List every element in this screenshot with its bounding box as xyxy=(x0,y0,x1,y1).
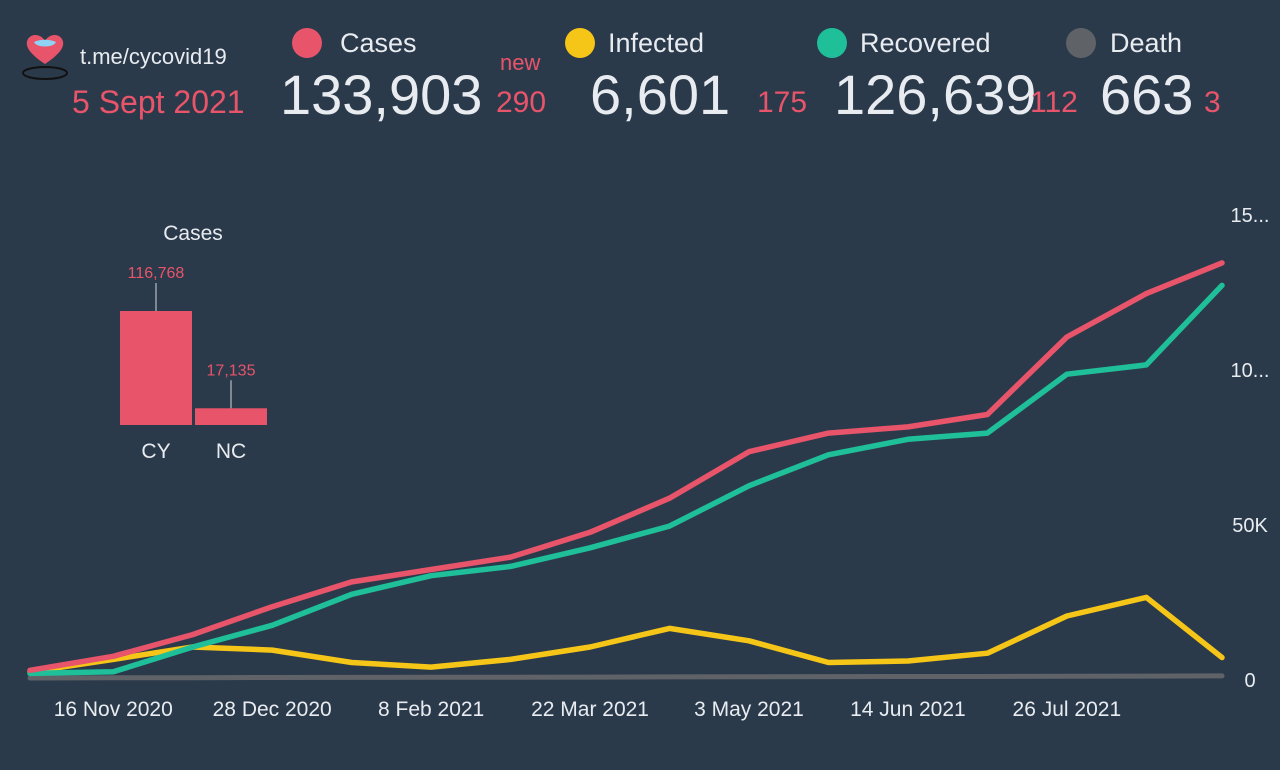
recovered-label: Recovered xyxy=(860,28,991,58)
x-tick-label: 22 Mar 2021 xyxy=(531,698,649,721)
bar-chart: Cases 116,768 CY 17,135 NC xyxy=(120,222,267,463)
x-tick-label: 14 Jun 2021 xyxy=(850,698,966,721)
bar-chart-title: Cases xyxy=(163,222,223,245)
x-tick-label: 16 Nov 2020 xyxy=(54,698,173,721)
recovered-dot-icon xyxy=(817,28,847,58)
bar-cy xyxy=(120,311,192,425)
y-tick-label: 0 xyxy=(1244,670,1255,692)
series-death-line xyxy=(27,673,1225,681)
infected-label: Infected xyxy=(608,28,705,58)
cases-value: 133,903 xyxy=(280,63,483,126)
y-tick-label: 10... xyxy=(1231,360,1270,382)
infected-value: 6,601 xyxy=(590,63,731,126)
recovered-value: 126,639 xyxy=(834,63,1037,126)
series-recovered-line xyxy=(27,282,1225,677)
bar-category-label: NC xyxy=(216,440,246,463)
x-tick-label: 3 May 2021 xyxy=(694,698,804,721)
cases-delta: 290 xyxy=(496,86,547,119)
recovered-delta: 112 xyxy=(1030,86,1078,119)
death-delta: 3 xyxy=(1204,86,1221,119)
channel-logo xyxy=(20,28,70,84)
infected-delta: 175 xyxy=(757,86,808,119)
cases-label: Cases xyxy=(340,28,417,58)
y-tick-label: 50K xyxy=(1232,515,1268,537)
death-value: 663 xyxy=(1100,63,1194,126)
x-tick-label: 28 Dec 2020 xyxy=(213,698,332,721)
heart-logo-icon xyxy=(22,35,68,80)
channel-link[interactable]: t.me/cycovid19 xyxy=(80,44,227,69)
series-cases-line xyxy=(27,260,1225,674)
bar-nc xyxy=(195,408,267,425)
bar-value-label: 116,768 xyxy=(128,265,185,282)
series-infected-line xyxy=(27,594,1225,675)
death-label: Death xyxy=(1110,28,1183,58)
cases-dot-icon xyxy=(292,28,322,58)
line-chart: 0 50K 10... 15... 16 Nov 2020 28 Dec 2020 8 Fe… xyxy=(27,205,1270,721)
y-tick-label: 15... xyxy=(1231,205,1270,227)
infected-dot-icon xyxy=(565,28,595,58)
new-label: new xyxy=(500,50,541,75)
bar-category-label: CY xyxy=(141,440,170,463)
death-dot-icon xyxy=(1066,28,1096,58)
report-date: 5 Sept 2021 xyxy=(72,84,245,120)
bar-value-label: 17,135 xyxy=(207,362,256,379)
x-tick-label: 26 Jul 2021 xyxy=(1013,698,1122,721)
x-tick-label: 8 Feb 2021 xyxy=(378,698,484,721)
